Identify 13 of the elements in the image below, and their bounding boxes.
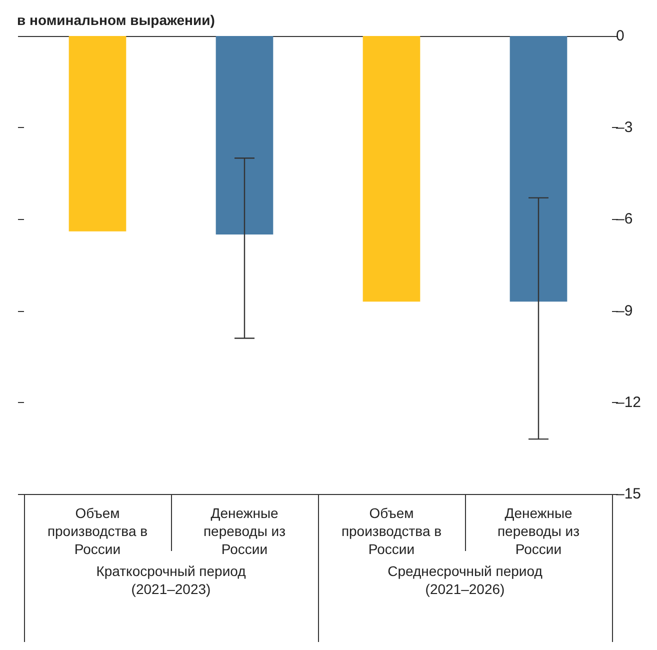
x-tick-label: Денежные переводы из России [203,505,286,557]
x-tick-label: Денежные переводы из России [497,505,580,557]
text: Среднесрочный период (2021–2026) [388,563,542,597]
chart-title: в номинальном выражении) [17,12,215,28]
y-tick-label: –15 [616,486,642,502]
y-tick-label: 0 [616,28,624,44]
x-tick-label: Объем производства в России [341,505,442,557]
y-tick-label: –3 [616,119,633,136]
y-tick-label: –6 [616,210,633,228]
x-tick-label: Объем производства в России [47,505,148,557]
y-tick-label: –9 [616,302,633,320]
text: Краткосрочный период (2021–2023) [96,563,246,597]
y-tick-label: –12 [616,394,642,411]
